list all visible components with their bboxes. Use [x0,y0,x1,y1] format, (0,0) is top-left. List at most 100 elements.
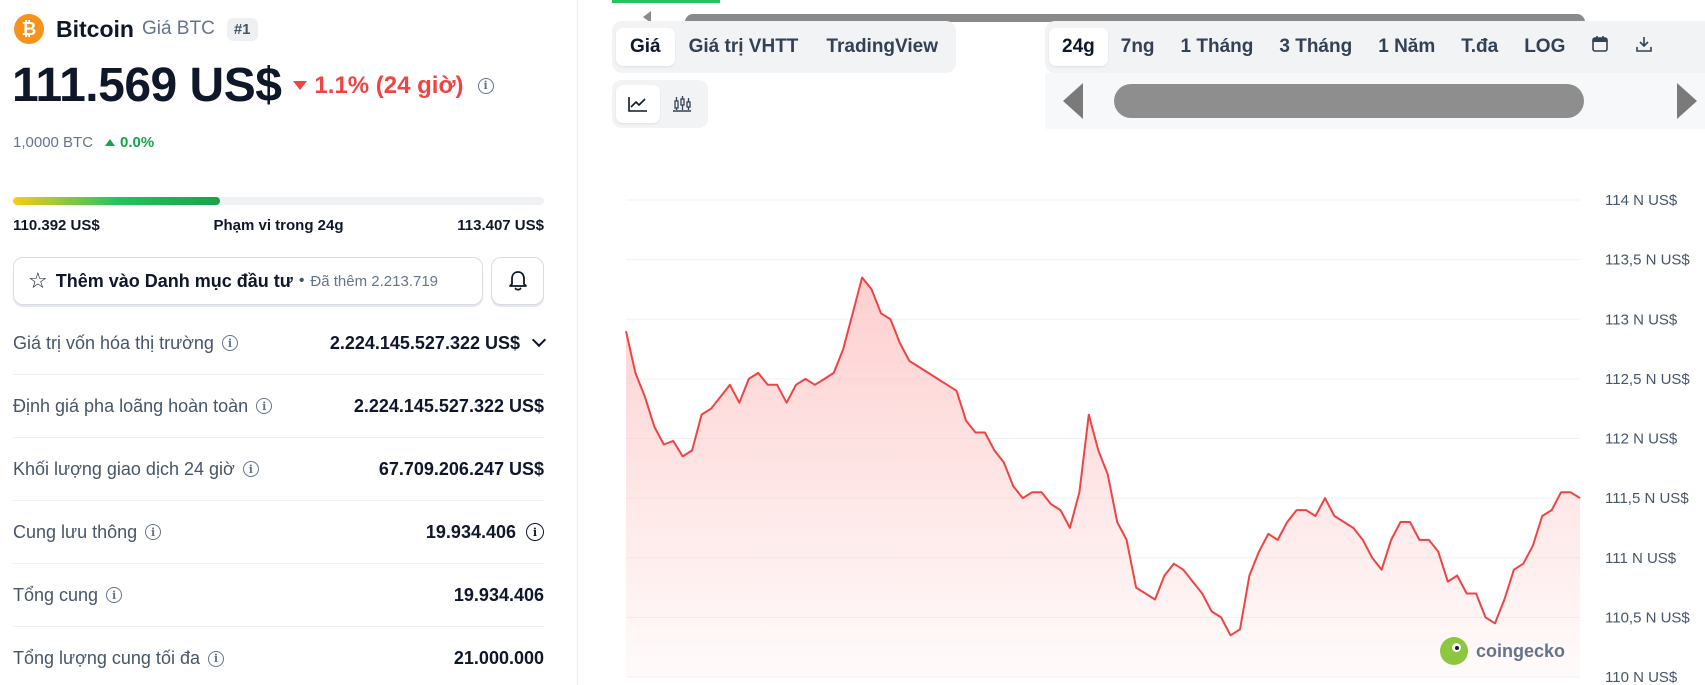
active-section-indicator [612,0,720,3]
btc-change-text: 0.0% [120,134,155,151]
price-line [625,276,1581,637]
scrollbar-thumb[interactable] [1114,84,1584,118]
price-change-text: 1.1% (24 giờ) [314,71,464,99]
info-icon[interactable]: i [477,77,494,94]
tab-price[interactable]: Giá [616,28,675,66]
chart-type-tabs: Giá Giá trị VHTT TradingView [612,21,956,73]
line-chart-icon [628,97,647,112]
y-tick-label: 113 N US$ [1605,311,1678,328]
tab-3m[interactable]: 3 Tháng [1279,36,1353,57]
scroll-right-arrow-icon[interactable] [1677,83,1697,119]
stat-label: Khối lượng giao dịch 24 giờ [13,458,235,479]
scroll-left-arrow-icon[interactable] [1063,83,1083,119]
price-range-bar [13,197,544,205]
btc-amount: 1,0000 BTC [13,134,94,151]
chart-style-tabs [612,80,708,128]
stat-value: 2.224.145.527.322 US$ [329,332,520,353]
coingecko-watermark: coingecko [1440,637,1565,665]
price-change-24h: 1.1% (24 giờ) [293,71,464,100]
line-chart-button[interactable] [616,85,660,123]
download-icon [1636,37,1653,52]
coin-header: ₿ Bitcoin Giá BTC #1 [14,14,258,44]
stat-row-total-supply: Tổng cung i 19.934.406 [13,564,544,627]
candlestick-chart-button[interactable] [660,85,704,123]
stat-row-market-cap[interactable]: Giá trị vốn hóa thị trường i 2.224.145.52… [13,312,547,375]
time-range-tabs: 24g 7ng 1 Tháng 3 Tháng 1 Năm T.đa LOG [1045,21,1705,73]
scroll-left-arrow-icon[interactable] [643,11,651,23]
price-range-labels: 110.392 US$ Phạm vi trong 24g 113.407 US… [13,217,544,234]
tab-7d[interactable]: 7ng [1120,36,1155,57]
range-label: Phạm vi trong 24g [213,217,344,234]
btc-conversion-row: 1,0000 BTC 0.0% [13,134,154,151]
bitcoin-logo-icon: ₿ [14,14,44,44]
stat-label: Tổng lượng cung tối đa [13,648,200,668]
down-triangle-icon [293,81,308,90]
time-range-scrollbar[interactable] [1045,73,1705,129]
info-icon[interactable]: i [207,650,224,667]
panel-divider [577,0,578,685]
stat-label: Tổng cung [13,584,99,605]
range-high: 113.407 US$ [457,217,544,234]
stat-value: 19.934.406 [453,584,544,605]
y-tick-label: 110,5 N US$ [1605,609,1690,626]
y-tick-label: 112 N US$ [1605,431,1678,448]
tab-1y[interactable]: 1 Năm [1378,36,1436,57]
stats-list: Giá trị vốn hóa thị trường i 2.224.145.52… [13,312,547,685]
calendar-button[interactable] [1578,27,1622,67]
price-row: 111.569 US$ 1.1% (24 giờ) i [12,58,494,113]
bell-icon [508,271,527,291]
stat-value: 67.709.206.247 US$ [378,458,544,479]
up-triangle-icon [105,139,116,146]
stat-label: Giá trị vốn hóa thị trường [13,332,214,353]
info-icon[interactable]: i [256,398,273,414]
star-icon: ☆ [28,268,48,293]
y-tick-label: 111 N US$ [1605,550,1677,567]
price-range-fill [13,197,221,205]
tab-24h[interactable]: 24g [1049,28,1108,66]
candlestick-icon [673,96,691,112]
tab-1m[interactable]: 1 Tháng [1180,36,1254,57]
info-icon[interactable]: i [221,335,238,351]
stat-value: 19.934.406 [425,521,516,542]
info-icon[interactable]: i [145,524,162,540]
tab-market-cap[interactable]: Giá trị VHTT [688,36,799,57]
price-chart[interactable]: 114 N US$ 113,5 N US$ 113 N US$ 112,5 N US$… [580,0,1705,685]
download-button[interactable] [1622,27,1666,67]
portfolio-added-count: Đã thêm 2.213.719 [310,272,439,290]
price-area-fill [626,277,1580,677]
info-icon[interactable]: i [106,587,123,603]
y-tick-label: 114 N US$ [1605,192,1678,209]
y-tick-label: 111,5 N US$ [1605,490,1689,507]
stat-row-circulating-supply: Cung lưu thông i 19.934.406 i [13,501,544,564]
tab-max[interactable]: T.đa [1461,36,1499,57]
coin-summary-panel: ₿ Bitcoin Giá BTC #1 111.569 US$ 1.1% (2… [0,0,560,685]
stat-row-max-supply: Tổng lượng cung tối đa i 21.000.000 [13,627,544,685]
stat-row-fdv: Định giá pha loãng hoàn toàn i 2.224.145.… [13,375,544,438]
coingecko-logo-icon [1440,637,1468,665]
stat-row-volume: Khối lượng giao dịch 24 giờ i 67.709.206.… [13,438,544,501]
calendar-icon [1592,36,1609,52]
stat-value: 21.000.000 [453,648,544,668]
tab-log[interactable]: LOG [1524,36,1566,57]
price-alert-button[interactable] [491,257,544,305]
info-icon[interactable]: i [526,523,544,541]
stat-value: 2.224.145.527.322 US$ [353,395,544,416]
separator-dot: • [298,272,305,289]
stat-label: Cung lưu thông [13,521,138,542]
coin-name: Bitcoin [56,15,134,42]
chart-panel: Giá Giá trị VHTT TradingView 24g 7ng [580,0,1705,685]
add-to-portfolio-label: Thêm vào Danh mục đầu tư [55,270,293,291]
coin-symbol-label: Giá BTC [141,18,215,39]
current-price: 111.569 US$ [12,59,282,112]
chevron-down-icon[interactable] [531,332,547,348]
horizontal-scrollbar-top[interactable] [685,14,1585,22]
watermark-text: coingecko [1476,640,1566,661]
btc-change: 0.0% [105,134,154,151]
tab-tradingview[interactable]: TradingView [826,36,938,57]
add-to-portfolio-button[interactable]: ☆ Thêm vào Danh mục đầu tư • Đã thêm 2.2… [13,257,483,305]
y-tick-label: 110 N US$ [1605,669,1678,685]
y-tick-label: 112,5 N US$ [1605,371,1690,388]
rank-badge: #1 [226,17,258,41]
info-icon[interactable]: i [242,461,259,477]
stat-label: Định giá pha loãng hoàn toàn [13,395,249,416]
